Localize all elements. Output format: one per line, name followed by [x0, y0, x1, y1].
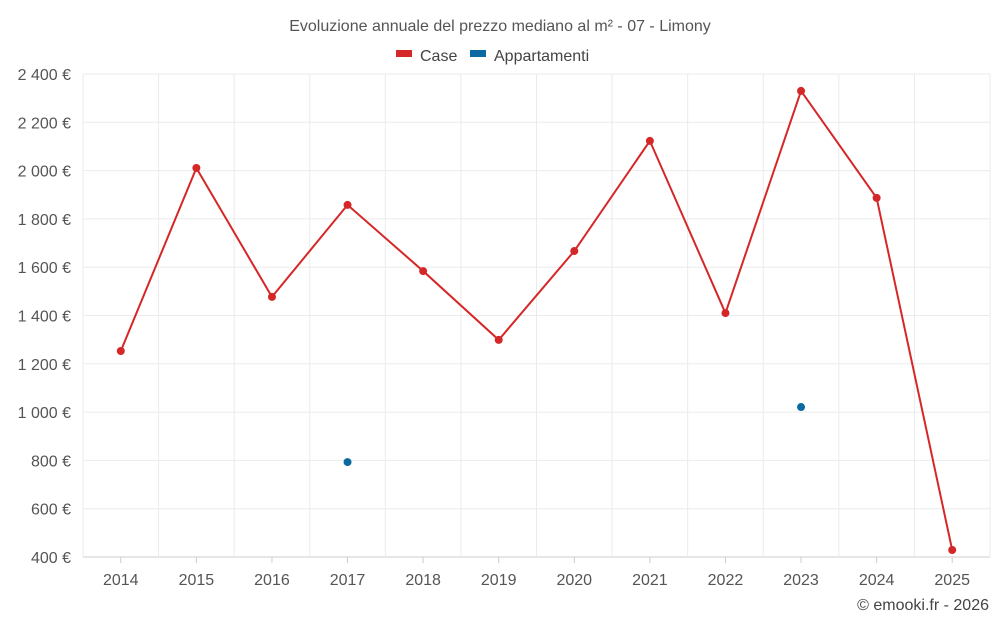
y-tick-label: 1 400 €	[18, 309, 71, 326]
gridlines	[82, 73, 991, 558]
x-tick-label: 2023	[783, 572, 819, 589]
series-case	[116, 86, 957, 554]
y-tick-label: 400 €	[31, 550, 71, 567]
legend-label: Case	[420, 48, 457, 65]
data-point	[872, 193, 881, 202]
y-tick-label: 2 400 €	[18, 67, 71, 84]
data-point	[267, 292, 276, 301]
y-axis: 400 € 600 € 800 € 1 000 € 1 200 € 1 400 € 1 60…	[18, 67, 71, 567]
data-point	[419, 267, 428, 276]
data-point	[494, 335, 503, 344]
y-tick-label: 1 000 €	[18, 405, 71, 422]
data-point	[797, 86, 806, 95]
y-tick-label: 800 €	[31, 453, 71, 470]
x-axis: 2014 2015 2016 2017 2018 2019 2020 2021 2022 2023…	[103, 557, 970, 589]
legend: Case Appartamenti	[396, 48, 589, 65]
y-tick-label: 2 200 €	[18, 115, 71, 132]
y-tick-label: 1 600 €	[18, 260, 71, 277]
legend-swatch	[396, 50, 412, 57]
data-point	[192, 163, 201, 172]
data-point	[721, 309, 730, 318]
x-tick-label: 2019	[481, 572, 517, 589]
x-tick-label: 2015	[179, 572, 215, 589]
x-tick-label: 2020	[556, 572, 592, 589]
data-point	[948, 545, 957, 554]
data-point	[570, 247, 579, 256]
legend-label: Appartamenti	[494, 48, 589, 65]
data-point	[797, 403, 806, 412]
x-tick-label: 2025	[934, 572, 970, 589]
data-point	[116, 347, 125, 356]
y-tick-label: 1 200 €	[18, 357, 71, 374]
x-tick-label: 2021	[632, 572, 668, 589]
x-tick-label: 2016	[254, 572, 290, 589]
series-line	[119, 88, 954, 551]
x-tick-label: 2014	[103, 572, 139, 589]
y-tick-label: 1 800 €	[18, 212, 71, 229]
series-layer	[116, 86, 957, 554]
chart-title: Evoluzione annuale del prezzo mediano al…	[289, 18, 711, 35]
legend-swatch	[470, 50, 486, 57]
series-appartamenti	[343, 403, 806, 467]
data-point	[645, 136, 654, 145]
y-tick-label: 600 €	[31, 502, 71, 519]
data-point	[343, 458, 352, 467]
x-tick-label: 2018	[405, 572, 441, 589]
x-tick-label: 2022	[708, 572, 744, 589]
data-point	[343, 200, 352, 209]
credit-text: © emooki.fr - 2026	[857, 597, 989, 614]
x-tick-label: 2024	[859, 572, 895, 589]
x-tick-label: 2017	[330, 572, 366, 589]
y-tick-label: 2 000 €	[18, 164, 71, 181]
